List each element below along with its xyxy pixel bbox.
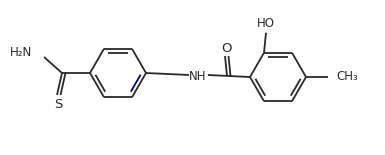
- Text: H₂N: H₂N: [10, 46, 32, 60]
- Text: NH: NH: [189, 69, 207, 82]
- Text: S: S: [54, 97, 63, 111]
- Text: CH₃: CH₃: [336, 71, 358, 84]
- Text: O: O: [221, 42, 231, 55]
- Text: HO: HO: [257, 17, 275, 30]
